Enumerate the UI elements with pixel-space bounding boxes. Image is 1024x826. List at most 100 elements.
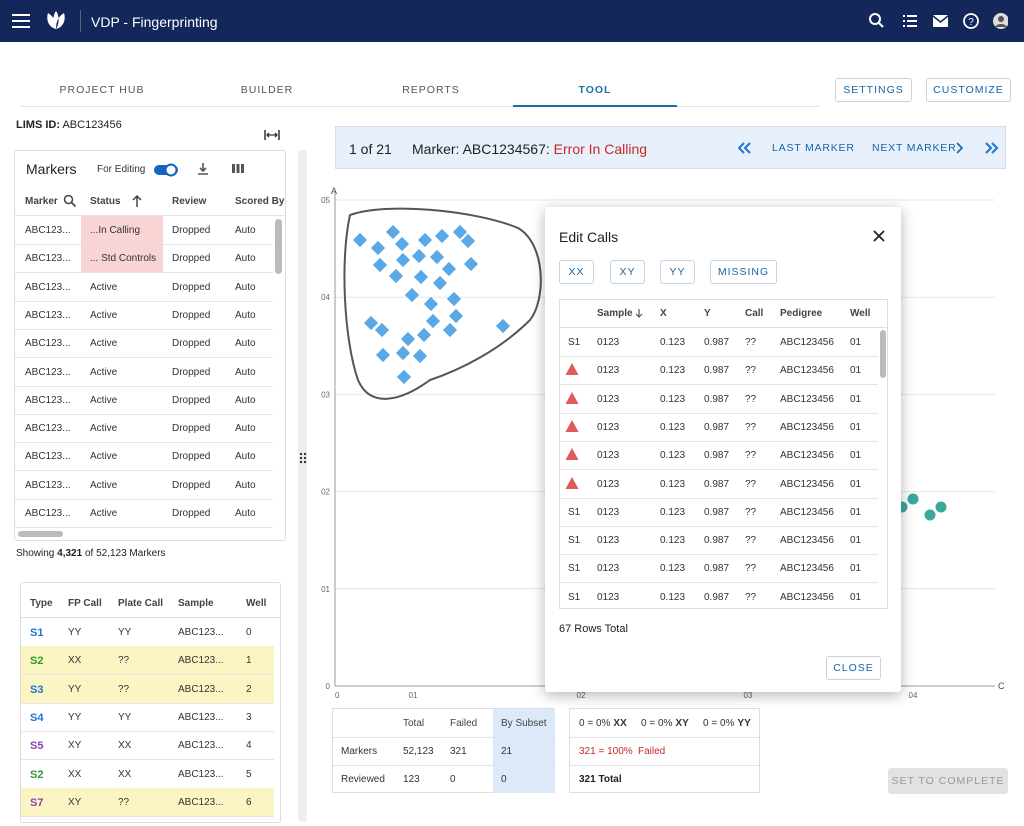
cell: Auto <box>235 281 256 293</box>
cell: 0.987 <box>704 563 730 575</box>
cell: 0123 <box>597 591 620 603</box>
point <box>396 369 412 385</box>
cell: 0123 <box>597 535 620 547</box>
cell: 0.123 <box>660 478 686 490</box>
lims-id: LIMS ID: ABC123456 <box>16 119 122 131</box>
cell: YY <box>68 711 82 723</box>
column-header: Y <box>704 308 711 319</box>
header-divider <box>560 327 887 328</box>
cell: 0.123 <box>660 450 686 462</box>
status-highlight <box>81 216 163 244</box>
column-header: Call <box>745 308 764 319</box>
cell: ABC123... <box>25 451 71 463</box>
column-header: Sample <box>178 598 214 609</box>
row-divider <box>560 554 878 556</box>
y-tick-label: 01 <box>321 585 330 594</box>
tab[interactable]: REPORTS <box>402 84 460 96</box>
top-button[interactable]: CUSTOMIZE <box>926 78 1011 102</box>
cell: XX <box>118 740 132 752</box>
close-button[interactable]: CLOSE <box>826 656 881 680</box>
sort-icon[interactable] <box>130 194 144 208</box>
call-button[interactable]: XY <box>610 260 645 284</box>
cell: ?? <box>118 796 130 808</box>
row-divider <box>21 759 274 761</box>
call-button[interactable]: MISSING <box>710 260 777 284</box>
cell: 1 <box>246 655 252 667</box>
cell: ?? <box>745 478 757 490</box>
splitter[interactable] <box>298 150 307 822</box>
cell: Dropped <box>172 366 211 378</box>
lims-value: ABC123456 <box>62 119 122 131</box>
cell: Active <box>90 394 118 406</box>
cell: S5 <box>30 740 44 753</box>
cell: 0.123 <box>660 337 686 348</box>
last-marker[interactable]: LAST MARKER <box>772 142 855 154</box>
y-tick-label: 0 <box>326 682 331 691</box>
tab[interactable]: TOOL <box>578 84 612 96</box>
v-scrollbar[interactable] <box>275 219 282 274</box>
header-divider <box>15 215 285 216</box>
point <box>374 322 390 338</box>
cell: ?? <box>745 393 757 405</box>
point <box>432 275 448 291</box>
logo <box>47 11 65 29</box>
warning-triangle <box>565 448 579 461</box>
complete-button[interactable]: SET TO COMPLETE <box>888 768 1008 794</box>
header-divider <box>21 617 280 618</box>
dialog-scrollbar[interactable] <box>880 330 886 378</box>
cell: 01 <box>850 421 862 433</box>
cell: ABC123456 <box>780 337 834 348</box>
menu-icon[interactable] <box>12 13 32 29</box>
point <box>375 347 391 363</box>
cell: Active <box>90 309 118 321</box>
first-icon[interactable] <box>738 142 752 154</box>
cell: ABC123... <box>178 740 224 752</box>
cell: ABC123... <box>178 655 224 667</box>
toggle[interactable] <box>153 163 179 177</box>
cell: Dropped <box>172 451 211 463</box>
splitter-grip[interactable] <box>299 452 307 465</box>
call-button[interactable]: YY <box>660 260 695 284</box>
x-axis-label: C <box>998 681 1005 691</box>
cell: 0123 <box>597 365 620 377</box>
h-scrollbar[interactable] <box>18 531 63 537</box>
cell: 0.123 <box>660 535 686 547</box>
cell: Auto <box>235 423 256 435</box>
column-header: FP Call <box>68 598 102 609</box>
cell: Auto <box>235 479 256 491</box>
calls-summary: 0 = 0% XX 0 = 0% XY 0 = 0% YY 321 = 100% Failed… <box>569 708 760 793</box>
point <box>352 232 368 248</box>
cell: 0.123 <box>660 393 686 405</box>
showing-prefix: Showing <box>16 548 55 559</box>
tab[interactable]: BUILDER <box>240 84 294 96</box>
cell: Dropped <box>172 253 211 265</box>
header-icons[interactable]: ? <box>868 12 1008 32</box>
next-icons[interactable] <box>956 142 1006 154</box>
cell: ?? <box>745 450 757 462</box>
cell: ABC123... <box>25 253 71 265</box>
cell: 0.987 <box>704 337 730 348</box>
lims-label: LIMS ID: <box>16 119 60 131</box>
sort-icon[interactable] <box>634 308 648 322</box>
cell: 5 <box>246 768 252 780</box>
top-button[interactable]: SETTINGS <box>835 78 912 102</box>
call-summary: 0 = 0% XY <box>641 718 689 729</box>
marker-status: Error In Calling <box>553 141 648 157</box>
expand-icon[interactable] <box>263 129 281 141</box>
marker-label: Marker: <box>412 141 460 157</box>
row-divider <box>15 442 273 444</box>
cell: Dropped <box>172 479 211 491</box>
next-marker[interactable]: NEXT MARKER <box>872 142 957 154</box>
app-title: VDP - Fingerprinting <box>91 14 218 30</box>
cell: Dropped <box>172 423 211 435</box>
search-icon[interactable] <box>63 194 77 208</box>
call-button[interactable]: XX <box>559 260 594 284</box>
panel-icons[interactable] <box>197 161 257 177</box>
tab[interactable]: PROJECT HUB <box>59 84 145 96</box>
point <box>448 308 464 324</box>
cell: ABC123456 <box>780 535 834 547</box>
point <box>460 233 476 249</box>
close-icon[interactable] <box>873 230 885 242</box>
type: S1 <box>568 506 581 518</box>
